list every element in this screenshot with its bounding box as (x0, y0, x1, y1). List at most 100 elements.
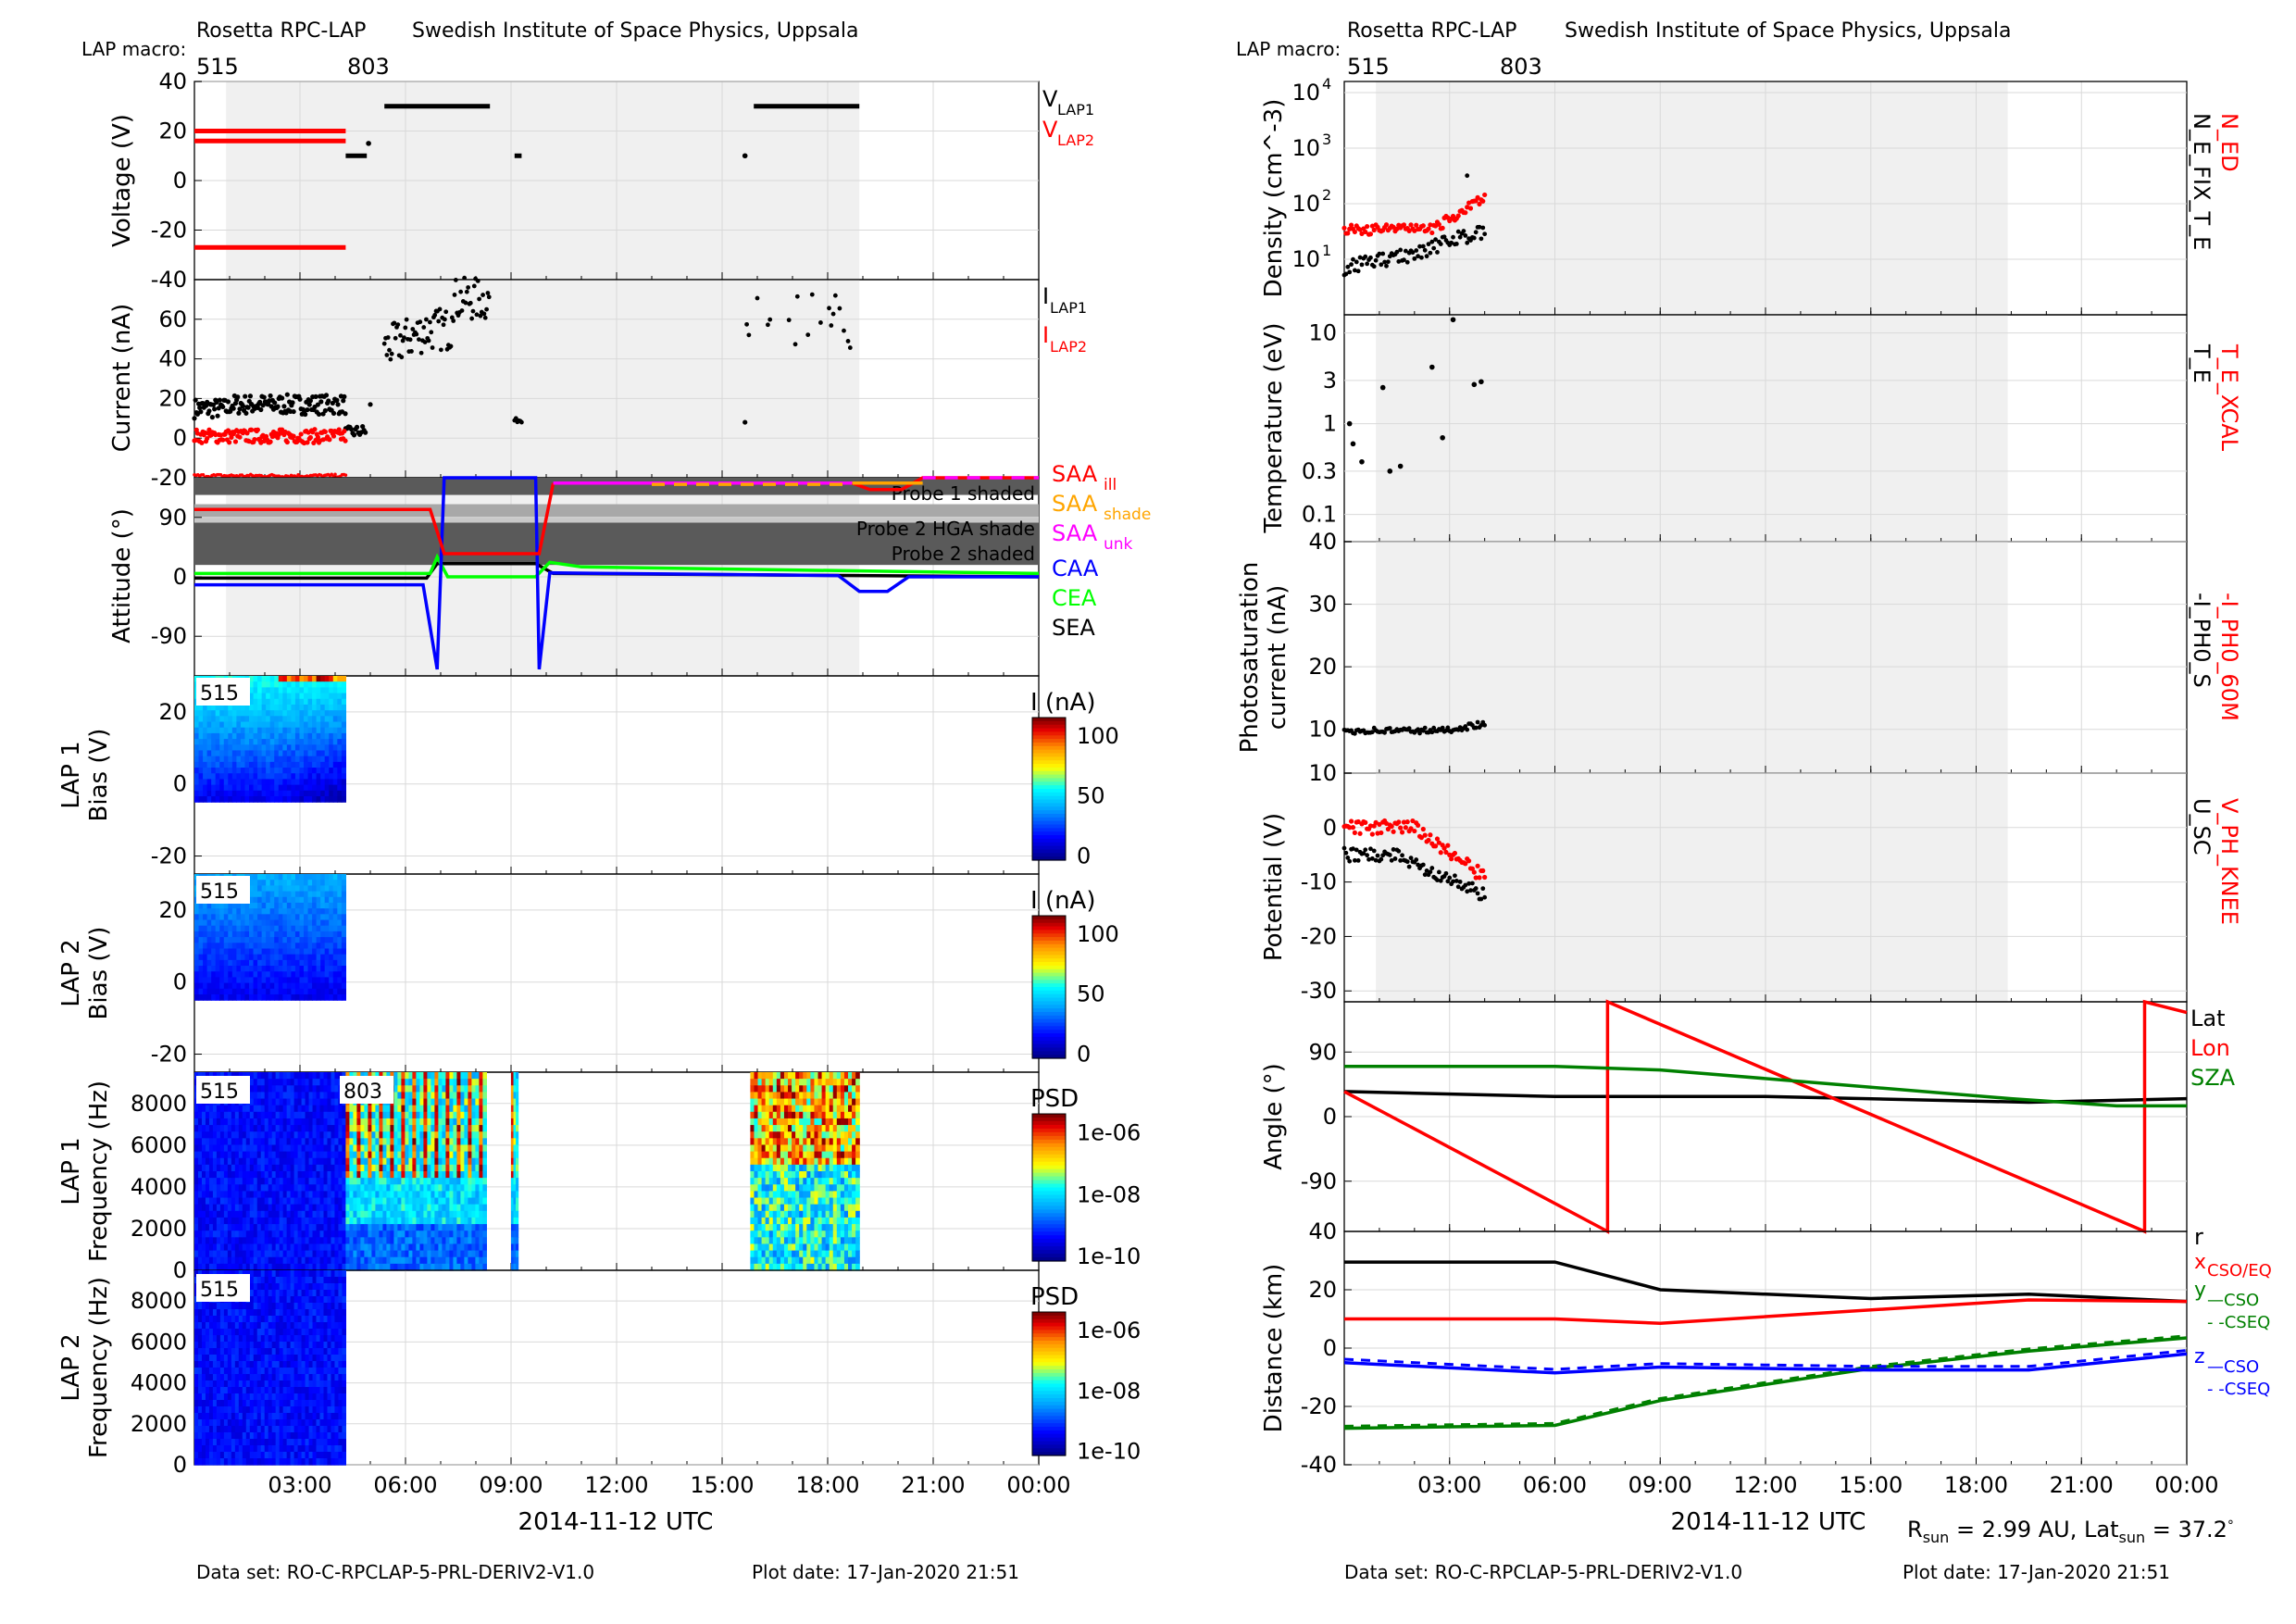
lap1-psd-cell (475, 1243, 480, 1252)
lap1-psd-cell (356, 1237, 361, 1245)
lap2-sweep-cell (261, 902, 267, 909)
lap1-psd-cell (405, 1230, 409, 1238)
lap1-psd-cell (290, 1204, 295, 1212)
colorbar-cell (1032, 824, 1066, 829)
lap1-psd-cell (416, 1164, 420, 1172)
lap1-sweep-cell (215, 784, 220, 792)
lap1-sweep-cell (294, 681, 301, 688)
lap1-psd-cell (234, 1191, 240, 1199)
lap1-psd-cell (197, 1250, 203, 1258)
lap1-psd-cell (312, 1263, 318, 1271)
lap2-sweep-cell (261, 874, 267, 881)
lap1-psd-cell (423, 1072, 428, 1080)
lap1-sweep-cell (329, 779, 334, 786)
macro-803-left: 803 (347, 54, 390, 80)
lap1-psd-cell (234, 1151, 240, 1159)
lap1-sweep-cell (266, 773, 271, 781)
lap1-psd-cell (468, 1105, 472, 1113)
lap1-psd-cell (438, 1178, 443, 1185)
lap1-sweep-cell (299, 704, 305, 711)
lap1-psd-cell (271, 1131, 277, 1139)
lap2-sweep-cell (286, 954, 292, 961)
lap1-sweep-cell (261, 750, 267, 757)
lap1-psd-cell (305, 1191, 310, 1199)
lap1-psd-cell (405, 1131, 409, 1139)
i-lap1-point (402, 335, 406, 341)
lap1-psd-cell (434, 1256, 439, 1265)
lap1-psd-cell (464, 1111, 468, 1119)
lap1-psd-cell (423, 1092, 428, 1100)
lap2-sweep-cell (266, 937, 271, 943)
colorbar-tick: 50 (1077, 981, 1105, 1007)
lap1-psd-cell (423, 1144, 428, 1153)
lap2-sweep-cell (198, 988, 204, 995)
lap1-psd-cell (327, 1138, 332, 1146)
i-lap2-point (298, 431, 304, 437)
lap1-sweep-cell (228, 768, 233, 774)
lap1-psd-cell (227, 1105, 232, 1113)
lap1-psd-cell (468, 1072, 472, 1080)
lap1-sweep-cell (341, 773, 346, 781)
lap2-sweep-cell (307, 977, 313, 984)
lap1-psd-cell (393, 1210, 398, 1218)
lap2-sweep-cell (269, 959, 275, 967)
lap1-psd-cell (356, 1125, 361, 1132)
lap1-psd-cell (382, 1243, 387, 1252)
lap2-sweep-cell (307, 925, 313, 932)
lap1-psd-cell (268, 1224, 273, 1231)
lap1-psd-cell (375, 1131, 380, 1139)
lap1-psd-cell (471, 1256, 476, 1265)
lap1-psd-cell (434, 1151, 439, 1159)
lap1-psd-cell (219, 1171, 225, 1179)
lap1-psd-cell (453, 1263, 457, 1271)
lap1-psd-cell (293, 1204, 299, 1212)
lap1-sweep-cell (244, 756, 250, 763)
lap1-psd-cell (312, 1072, 318, 1080)
lap2-sweep-cell (266, 971, 271, 979)
lap1-sweep-cell (261, 693, 267, 700)
lap1-psd-cell (479, 1164, 483, 1172)
lap1-sweep-cell (240, 795, 246, 803)
lap2-sweep-cell (316, 988, 321, 995)
lap1-psd-cell (401, 1105, 406, 1113)
lap1-psd-cell (482, 1250, 487, 1258)
lap1-sweep-cell (211, 795, 217, 803)
lap1-psd-cell (293, 1263, 299, 1271)
lap1-psd-cell (279, 1157, 284, 1166)
lap1-psd-cell (249, 1157, 255, 1166)
lap2-sweep-cell (304, 982, 309, 990)
lap1-sweep-cell (278, 716, 283, 723)
lap2-sweep-cell (219, 954, 225, 961)
lap1-psd-cell (260, 1230, 266, 1238)
lap2-sweep-cell (231, 937, 237, 943)
i-lap1-point (243, 410, 249, 416)
lap2-sweep-cell (294, 988, 301, 995)
lap1-sweep-cell (223, 784, 229, 792)
lap1-sweep-cell (274, 704, 280, 711)
i-lap2-point (322, 429, 328, 434)
lap2-sweep-cell (266, 891, 271, 898)
lap1-psd-cell (468, 1224, 472, 1231)
lap1-psd-cell (282, 1204, 288, 1212)
lap2-sweep-cell (299, 966, 305, 972)
i-lap1-point (363, 430, 368, 435)
lap1-psd-cell (319, 1243, 325, 1252)
lap1-psd-cell (260, 1085, 266, 1093)
lap1-psd-cell (238, 1118, 243, 1126)
lap2-sweep-cell (304, 954, 309, 961)
lap1-psd-cell (475, 1217, 480, 1225)
lap1-psd-cell (271, 1105, 277, 1113)
lap1-sweep-cell (332, 784, 338, 792)
lap1-psd-cell (456, 1256, 461, 1265)
axis-label: Bias (V) (85, 927, 113, 1020)
lap1-sweep-cell (249, 727, 255, 734)
current-panel-shade (226, 280, 860, 478)
lap1-psd-cell (390, 1178, 394, 1185)
lap1-psd-cell (449, 1144, 454, 1153)
lap2-sweep-cell (337, 902, 343, 909)
lap1-sweep-cell (206, 716, 212, 723)
lap1-psd-cell (453, 1164, 457, 1172)
lap1-psd-cell (460, 1151, 465, 1159)
lap1-psd-cell (323, 1105, 329, 1113)
lap2-sweep-cell (240, 977, 246, 984)
